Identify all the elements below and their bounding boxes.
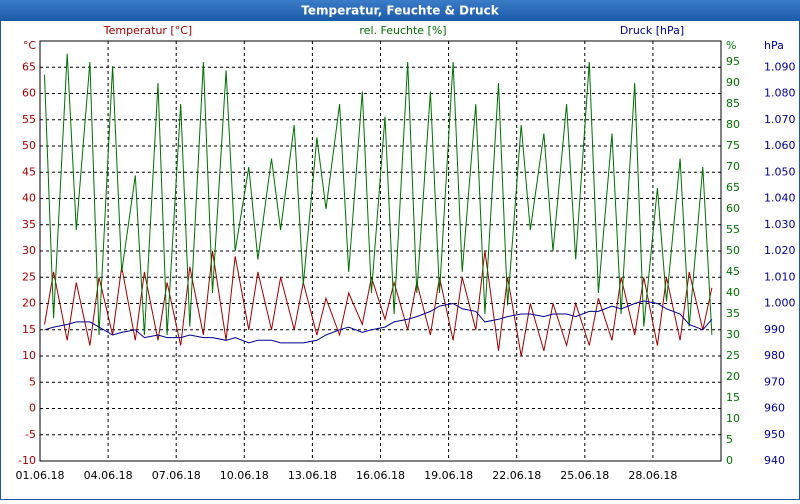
x-tick-label: 16.06.18 bbox=[356, 469, 405, 482]
y2-tick-label: 10 bbox=[726, 412, 740, 425]
y-tick-label: 5 bbox=[29, 375, 36, 388]
y2-tick-label: 35 bbox=[726, 307, 740, 320]
y3-tick-label: 1.090 bbox=[764, 60, 796, 73]
y3-tick-label: 1.060 bbox=[764, 139, 796, 152]
chart-title: Temperatur, Feuchte & Druck bbox=[301, 4, 499, 18]
y2-tick-label: 65 bbox=[726, 181, 740, 194]
y3-tick-label: 940 bbox=[764, 454, 785, 467]
y-tick-label: 0 bbox=[29, 402, 36, 415]
series-line bbox=[44, 250, 713, 357]
y3-tick-label: 1.000 bbox=[764, 297, 796, 310]
y-tick-label: -5 bbox=[25, 428, 36, 441]
y-tick-label: 35 bbox=[22, 218, 36, 231]
x-tick-label: 01.06.18 bbox=[16, 469, 65, 482]
y2-tick-label: 30 bbox=[726, 328, 740, 341]
y2-tick-label: 55 bbox=[726, 223, 740, 236]
y2-tick-label: 40 bbox=[726, 286, 740, 299]
y3-axis-label: Druck [hPa] bbox=[620, 24, 684, 37]
y3-tick-label: 980 bbox=[764, 349, 785, 362]
title-bar bbox=[0, 0, 800, 21]
y-unit: °C bbox=[23, 39, 37, 52]
y2-axis-label: rel. Feuchte [%] bbox=[359, 24, 446, 37]
y-tick-label: 30 bbox=[22, 244, 36, 257]
y2-tick-label: 85 bbox=[726, 97, 740, 110]
y-tick-label: 65 bbox=[22, 60, 36, 73]
y-tick-label: 55 bbox=[22, 113, 36, 126]
series-line bbox=[44, 300, 713, 344]
y2-tick-label: 0 bbox=[726, 454, 733, 467]
x-tick-label: 19.06.18 bbox=[424, 469, 473, 482]
series-line bbox=[44, 53, 713, 336]
y2-tick-label: 75 bbox=[726, 139, 740, 152]
x-tick-label: 04.06.18 bbox=[84, 469, 133, 482]
y3-tick-label: 1.080 bbox=[764, 87, 796, 100]
y-tick-label: 60 bbox=[22, 87, 36, 100]
y3-tick-label: 950 bbox=[764, 428, 785, 441]
y3-tick-label: 970 bbox=[764, 375, 785, 388]
y2-tick-label: 45 bbox=[726, 265, 740, 278]
y3-tick-label: 990 bbox=[764, 323, 785, 336]
y2-tick-label: 5 bbox=[726, 433, 733, 446]
x-tick-label: 28.06.18 bbox=[628, 469, 677, 482]
y3-tick-label: 960 bbox=[764, 402, 785, 415]
y2-tick-label: 90 bbox=[726, 76, 740, 89]
y3-tick-label: 1.050 bbox=[764, 165, 796, 178]
y-tick-label: 10 bbox=[22, 349, 36, 362]
y2-tick-label: 70 bbox=[726, 160, 740, 173]
plot-border bbox=[39, 40, 722, 462]
y3-tick-label: 1.030 bbox=[764, 218, 796, 231]
y-tick-label: 40 bbox=[22, 192, 36, 205]
x-tick-label: 10.06.18 bbox=[220, 469, 269, 482]
y2-unit: % bbox=[726, 39, 736, 52]
y-tick-label: 25 bbox=[22, 270, 36, 283]
x-tick-label: 07.06.18 bbox=[152, 469, 201, 482]
y-tick-label: 45 bbox=[22, 165, 36, 178]
y-tick-label: 15 bbox=[22, 323, 36, 336]
y2-tick-label: 15 bbox=[726, 391, 740, 404]
y2-tick-label: 50 bbox=[726, 244, 740, 257]
y2-tick-label: 25 bbox=[726, 349, 740, 362]
y3-tick-label: 1.020 bbox=[764, 244, 796, 257]
x-tick-label: 22.06.18 bbox=[492, 469, 541, 482]
y-tick-label: -10 bbox=[18, 454, 36, 467]
y3-tick-label: 1.040 bbox=[764, 192, 796, 205]
plot bbox=[44, 53, 713, 357]
y-tick-label: 50 bbox=[22, 139, 36, 152]
y2-tick-label: 60 bbox=[726, 202, 740, 215]
y3-unit: hPa bbox=[764, 39, 784, 52]
y3-tick-label: 1.070 bbox=[764, 113, 796, 126]
y2-tick-label: 95 bbox=[726, 55, 740, 68]
x-tick-label: 25.06.18 bbox=[560, 469, 609, 482]
x-tick-label: 13.06.18 bbox=[288, 469, 337, 482]
y3-tick-label: 1.010 bbox=[764, 270, 796, 283]
y2-tick-label: 20 bbox=[726, 370, 740, 383]
y-axis-label: Temperatur [°C] bbox=[103, 24, 192, 37]
y2-tick-label: 80 bbox=[726, 118, 740, 131]
y-tick-label: 20 bbox=[22, 297, 36, 310]
